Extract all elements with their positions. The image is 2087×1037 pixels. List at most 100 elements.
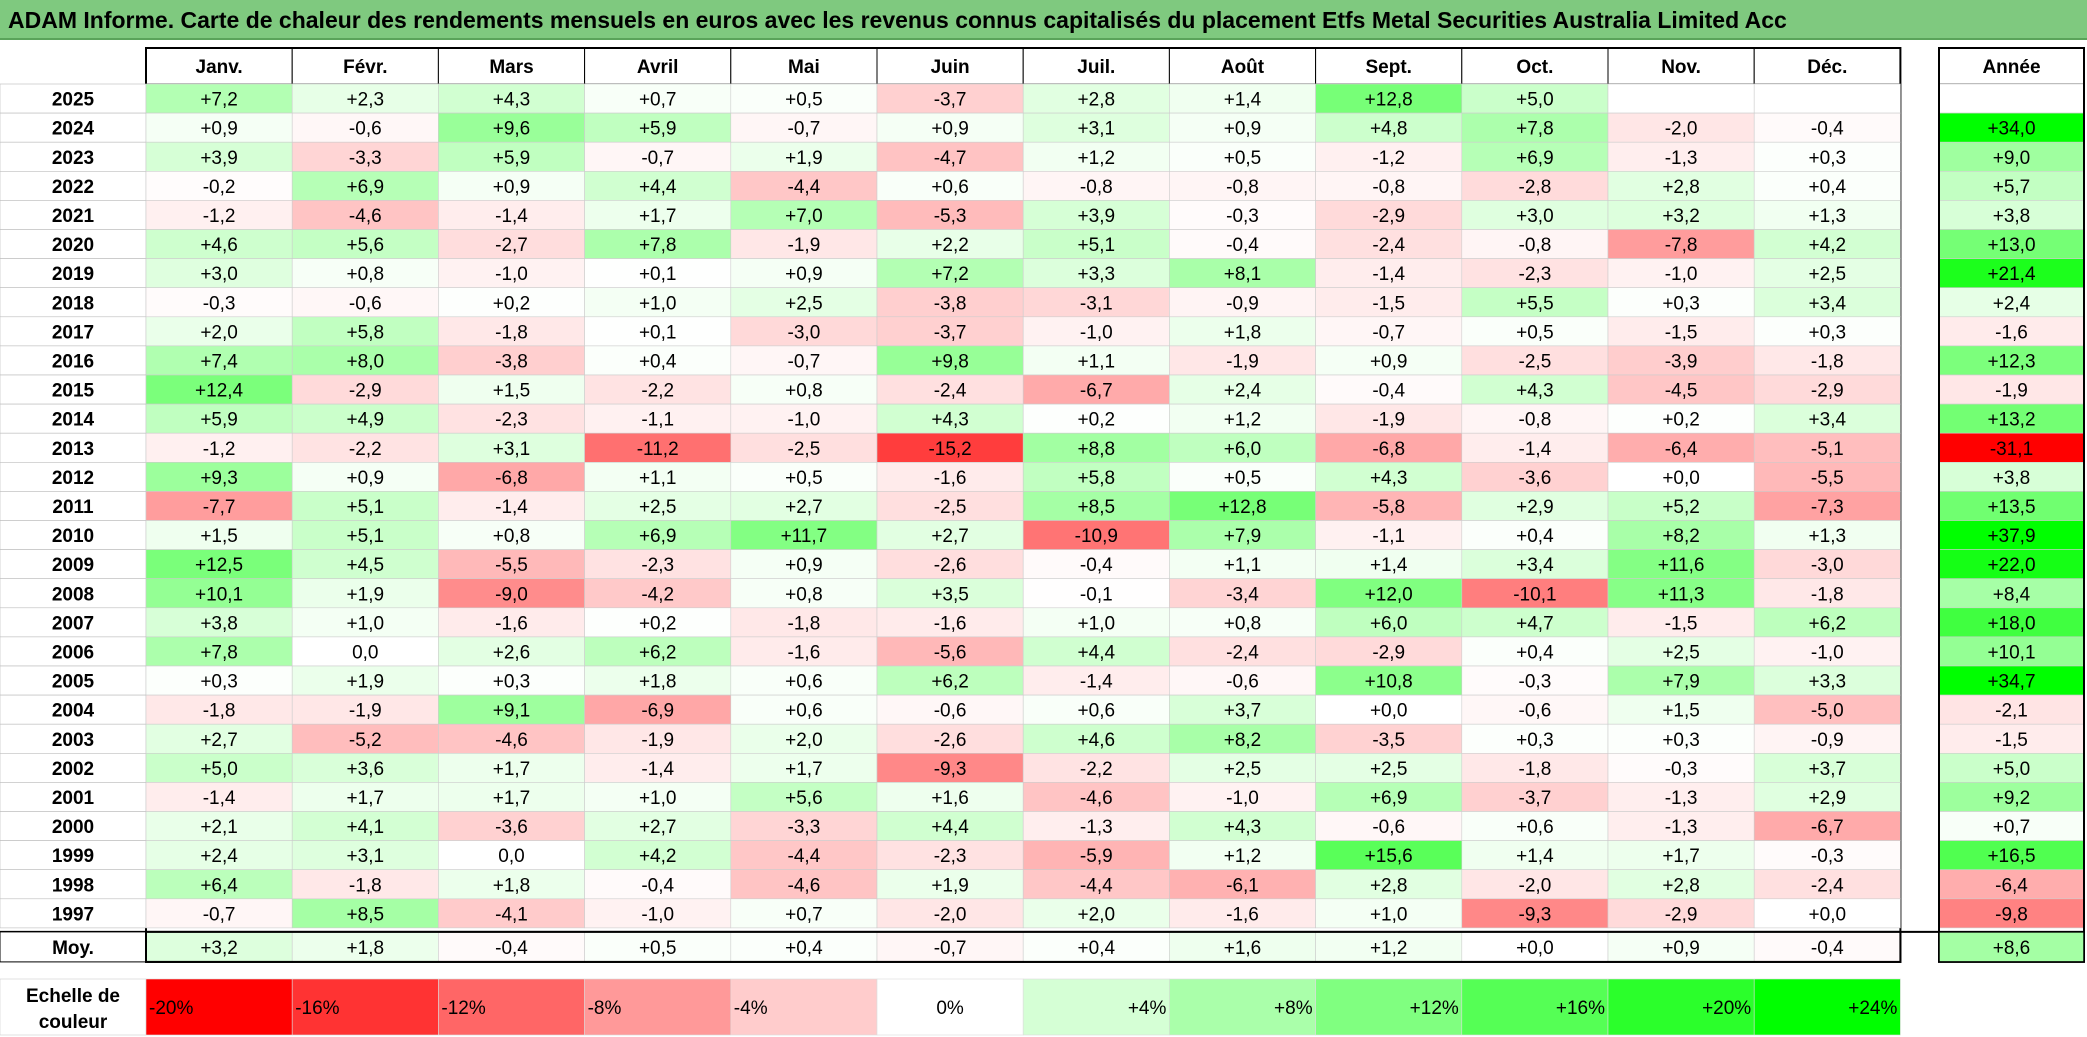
heatmap-cell xyxy=(1022,83,1170,114)
average-value: +1,2 xyxy=(1370,938,1408,959)
cell-value: +1,5 xyxy=(1662,701,1700,722)
table-row: 1997 -0,7 +8,5 -4,1 -1,0 +0,7 -2,0 +2,0 -1,6 +1,0… xyxy=(0,898,2085,929)
cell-value: -2,0 xyxy=(934,904,967,925)
heatmap-cell xyxy=(1753,403,1901,434)
annual-cell xyxy=(1938,461,2085,492)
cell-value: +0,5 xyxy=(785,468,823,489)
heatmap-cell xyxy=(1607,432,1755,463)
row-label-cell xyxy=(0,171,147,201)
heatmap-cell xyxy=(730,578,878,609)
cell-value: -0,6 xyxy=(349,293,382,314)
heatmap-cell xyxy=(730,520,878,550)
heatmap-cell xyxy=(1315,869,1463,900)
cell-value: -0,4 xyxy=(1080,555,1113,576)
cell-value: -0,6 xyxy=(1226,672,1259,693)
heatmap-cell xyxy=(145,287,293,318)
cell-value: +5,2 xyxy=(1662,497,1700,518)
cell-value: +15,6 xyxy=(1365,846,1413,867)
cell-value: +6,9 xyxy=(1516,148,1554,169)
row-year-label: 2011 xyxy=(52,497,94,518)
heatmap-cell xyxy=(1169,316,1316,347)
cell-value: +5,1 xyxy=(347,526,385,547)
heatmap-cell xyxy=(1461,869,1609,900)
cell-value: -4,4 xyxy=(788,846,821,867)
heatmap-cell xyxy=(1461,752,1609,783)
cell-value: -0,7 xyxy=(788,119,821,140)
heatmap-cell xyxy=(145,316,293,347)
heatmap-cell xyxy=(584,83,732,114)
row-year-label: 2004 xyxy=(52,701,95,722)
cell-value: +1,2 xyxy=(1224,846,1262,867)
cell-value: +1,0 xyxy=(347,613,385,634)
cell-value: -1,0 xyxy=(1665,264,1698,285)
scale-label: 0% xyxy=(936,998,964,1019)
annual-value: +5,0 xyxy=(1993,759,2031,780)
scale-swatch xyxy=(1607,978,1755,1036)
cell-value: +4,4 xyxy=(639,177,677,198)
heatmap-cell xyxy=(1607,898,1755,929)
cell-value: +0,9 xyxy=(347,468,385,489)
cell-value: -5,2 xyxy=(349,730,382,751)
cell-value: +1,7 xyxy=(493,759,531,780)
cell-value: -3,0 xyxy=(788,322,821,343)
cell-value: +1,1 xyxy=(1224,555,1262,576)
cell-value: +7,8 xyxy=(1516,119,1554,140)
heatmap-cell xyxy=(584,752,732,783)
cell-value: -2,3 xyxy=(641,555,674,576)
annual-cell xyxy=(1938,578,2085,609)
heatmap-cell xyxy=(1022,840,1170,870)
heatmap-cell xyxy=(876,840,1024,870)
average-annual-cell xyxy=(1938,931,2085,963)
scale-swatch xyxy=(1022,978,1170,1036)
heatmap-cell xyxy=(145,461,293,492)
cell-value: +0,5 xyxy=(785,90,823,111)
heatmap-cell xyxy=(291,607,439,638)
cell-value: +11,6 xyxy=(1658,555,1705,576)
cell-value: +7,8 xyxy=(200,642,238,663)
scale-label-line2: couleur xyxy=(39,1012,108,1033)
cell-value: -0,4 xyxy=(1372,381,1405,402)
heatmap-cell xyxy=(876,171,1024,201)
heatmap-cell xyxy=(1607,549,1755,579)
cell-value: +3,2 xyxy=(1662,206,1700,227)
heatmap-cell xyxy=(438,374,585,405)
annual-value: +37,9 xyxy=(1987,526,2035,547)
scale-swatch xyxy=(584,978,732,1036)
average-value: +0,5 xyxy=(639,938,677,959)
cell-value: +5,0 xyxy=(200,759,238,780)
heatmap-cell xyxy=(1315,607,1463,638)
heatmap-cell xyxy=(1022,782,1170,812)
annual-cell xyxy=(1938,316,2085,347)
cell-value: -1,4 xyxy=(495,206,528,227)
heatmap-cell xyxy=(1461,520,1609,550)
cell-value: +1,7 xyxy=(639,206,677,227)
heatmap-cell xyxy=(1461,665,1609,696)
cell-value: +8,5 xyxy=(347,904,385,925)
cell-value: +2,0 xyxy=(785,730,823,751)
row-label-cell xyxy=(0,869,147,900)
heatmap-cell xyxy=(1607,665,1755,696)
cell-value: +1,1 xyxy=(1078,351,1116,372)
cell-value: +11,7 xyxy=(781,526,828,547)
heatmap-cell xyxy=(1022,549,1170,579)
cell-value: +1,0 xyxy=(1078,613,1116,634)
month-label: Avril xyxy=(637,57,679,78)
table-row: 2011 -7,7 +5,1 -1,4 +2,5 +2,7 -2,5 +8,5 +12,8 -5,… xyxy=(0,491,2085,521)
heatmap-cell xyxy=(1022,403,1170,434)
cell-value: -3,9 xyxy=(1665,351,1698,372)
average-value: +0,4 xyxy=(1078,938,1116,959)
heatmap-cell xyxy=(1315,374,1463,405)
heatmap-cell xyxy=(291,461,439,492)
heatmap-cell xyxy=(1753,229,1901,259)
month-header-cell xyxy=(437,47,586,85)
month-header-cell xyxy=(291,47,439,85)
heatmap-cell xyxy=(1607,491,1755,521)
heatmap-cell xyxy=(1169,112,1316,143)
heatmap-cell xyxy=(1461,782,1609,812)
heatmap-cell xyxy=(438,432,585,463)
cell-value: -0,9 xyxy=(1811,730,1844,751)
cell-value: +5,6 xyxy=(785,788,823,809)
table-row: 2019 +3,0 +0,8 -1,0 +0,1 +0,9 +7,2 +3,3 +8,1 -1,4… xyxy=(0,258,2085,289)
row-year-label: 2007 xyxy=(52,613,94,634)
cell-value: -4,6 xyxy=(1080,788,1113,809)
